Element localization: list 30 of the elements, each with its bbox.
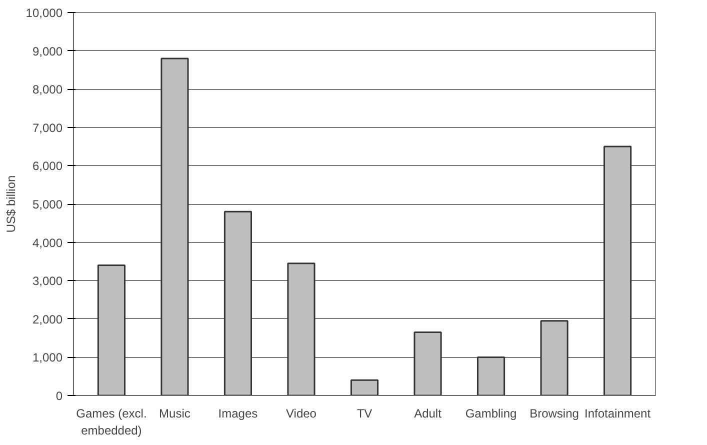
y-tick-label: 3,000 <box>32 274 63 288</box>
y-tick-label: 4,000 <box>32 236 63 250</box>
y-tick-label: 7,000 <box>32 120 63 135</box>
bar <box>476 356 506 396</box>
x-tick-label: Gambling <box>465 406 517 420</box>
bar <box>540 320 568 396</box>
x-tick-label: Video <box>286 406 317 420</box>
y-tick-label: 0 <box>56 389 63 403</box>
y-tick-label: 8,000 <box>32 82 63 97</box>
x-tick-label: Games (excl. embedded) <box>76 406 147 438</box>
y-tick-label: 10,000 <box>26 6 63 20</box>
bar <box>350 379 379 396</box>
y-axis-title: US$ billion <box>4 175 18 233</box>
bar <box>604 146 632 396</box>
x-tick-label: Images <box>218 406 258 420</box>
y-tick-label: 9,000 <box>32 44 63 58</box>
y-tick-label: 1,000 <box>32 350 63 365</box>
x-tick-label: Infotainment <box>584 406 652 420</box>
bar <box>224 210 252 396</box>
bar <box>414 332 442 396</box>
bar <box>160 58 189 396</box>
x-tick-label: Music <box>159 406 190 420</box>
x-tick-label: TV <box>356 406 372 420</box>
y-tick-label: 5,000 <box>32 198 63 212</box>
bar <box>287 262 316 396</box>
x-tick-label: Adult <box>414 406 442 420</box>
y-tick-label: 6,000 <box>32 159 63 174</box>
y-tick-label: 2,000 <box>32 312 63 326</box>
x-tick-label: Browsing <box>530 406 579 420</box>
bar <box>97 264 126 396</box>
